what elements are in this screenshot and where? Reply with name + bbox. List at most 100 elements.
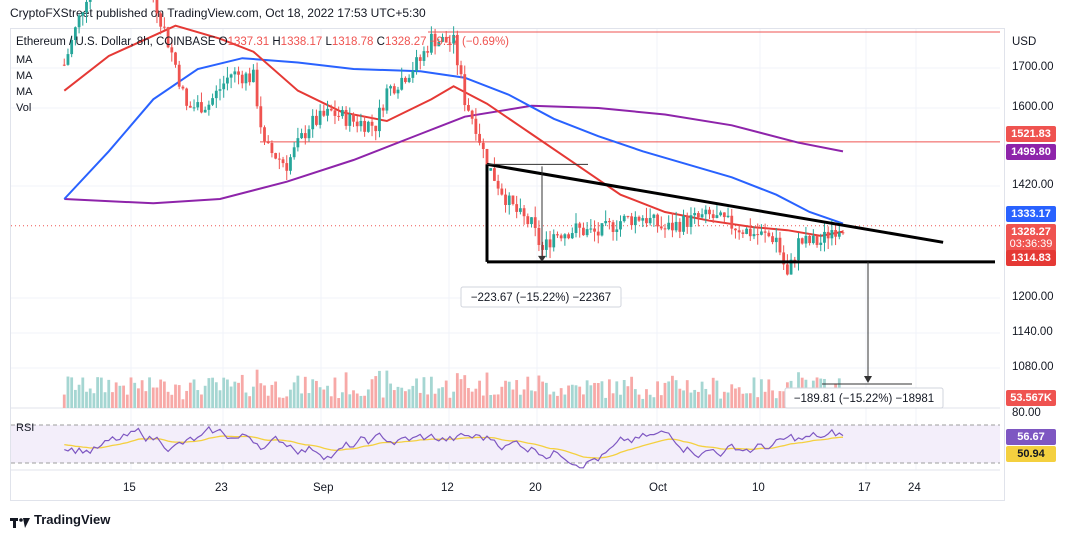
volume-bar-1 <box>66 376 70 408</box>
candle-body-106 <box>455 34 459 66</box>
annotation-box-0 <box>460 286 622 308</box>
volume-bar-99 <box>429 376 433 408</box>
volume-bar-27 <box>162 381 166 408</box>
candle-body-202 <box>811 235 815 244</box>
volume-bar-78 <box>352 390 355 408</box>
candle-body-58 <box>277 158 281 160</box>
volume-bar-56 <box>270 384 274 408</box>
candle-body-115 <box>489 168 493 171</box>
volume-bar-23 <box>148 377 151 408</box>
volume-bar-63 <box>296 375 300 408</box>
volume-bar-10 <box>99 377 103 408</box>
candle-body-36 <box>196 102 200 108</box>
candle-body-35 <box>192 107 196 109</box>
candle-body-122 <box>515 204 519 212</box>
volume-bar-100 <box>433 393 437 408</box>
candle-body-87 <box>385 88 389 111</box>
time-tick-4: 20 <box>529 482 542 494</box>
volume-bar-75 <box>340 392 344 408</box>
candle-body-121 <box>511 195 515 205</box>
volume-bar-117 <box>496 394 500 408</box>
volume-bar-170 <box>693 389 697 408</box>
candle-body-166 <box>678 221 682 232</box>
volume-bar-167 <box>682 390 685 408</box>
volume-bar-164 <box>671 375 674 408</box>
volume-bar-11 <box>103 392 107 408</box>
candle-body-116 <box>493 168 496 181</box>
candle-body-1 <box>66 54 70 65</box>
candle-body-44 <box>226 77 229 84</box>
candle-body-129 <box>541 245 545 250</box>
candle-body-193 <box>778 237 782 253</box>
candle-body-192 <box>774 237 778 243</box>
volume-bar-114 <box>485 372 489 408</box>
volume-bar-74 <box>337 398 341 408</box>
volume-bar-179 <box>726 392 730 408</box>
volume-bar-191 <box>771 390 774 408</box>
volume-bar-192 <box>774 398 778 408</box>
volume-bar-122 <box>515 380 519 408</box>
candle-body-110 <box>470 110 474 119</box>
candle-body-156 <box>641 218 645 221</box>
volume-bar-67 <box>311 379 315 408</box>
volume-bar-61 <box>289 389 292 408</box>
volume-bar-110 <box>470 391 474 408</box>
candle-body-74 <box>337 115 341 117</box>
candle-body-184 <box>745 228 748 234</box>
chart-frame <box>10 28 1005 501</box>
candle-body-183 <box>741 232 745 234</box>
indicator-vol[interactable]: Vol <box>16 102 32 114</box>
volume-bar-41 <box>214 382 218 408</box>
volume-bar-138 <box>574 385 578 408</box>
candle-body-182 <box>737 230 741 233</box>
candle-body-102 <box>441 36 444 42</box>
price-tick-4: 1140.00 <box>1012 326 1053 338</box>
candle-body-43 <box>222 83 226 90</box>
candle-body-28 <box>166 27 170 48</box>
candle-body-99 <box>429 33 433 53</box>
candle-body-119 <box>504 194 507 205</box>
tradingview-logo[interactable]: TradingView <box>10 512 110 528</box>
candle-body-101 <box>437 41 441 47</box>
volume-bar-139 <box>578 386 582 408</box>
time-tick-6: 10 <box>752 482 765 494</box>
candle-body-108 <box>463 74 467 106</box>
indicator-ma-1[interactable]: MA <box>16 54 33 66</box>
candle-body-38 <box>203 109 207 113</box>
volume-bar-174 <box>708 394 711 408</box>
indicator-rsi[interactable]: RSI <box>16 422 35 434</box>
volume-bar-83 <box>370 379 374 408</box>
indicator-ma-2[interactable]: MA <box>16 70 33 82</box>
candle-body-61 <box>289 157 292 171</box>
candle-body-67 <box>311 115 315 130</box>
candle-body-180 <box>730 215 734 229</box>
volume-bar-145 <box>600 381 604 408</box>
candle-body-161 <box>659 226 663 229</box>
candle-body-162 <box>663 228 667 230</box>
volume-bar-17 <box>125 394 129 408</box>
candle-body-104 <box>448 42 452 44</box>
indicator-ma-3[interactable]: MA <box>16 86 33 98</box>
volume-bar-16 <box>122 385 125 408</box>
volume-bar-22 <box>144 391 148 408</box>
ma-purple-line <box>64 104 844 205</box>
candle-body-55 <box>266 141 270 144</box>
volume-bar-133 <box>556 395 559 408</box>
candle-body-169 <box>689 215 693 227</box>
candle-body-139 <box>578 223 582 228</box>
candle-body-150 <box>619 221 622 230</box>
candle-body-60 <box>285 163 289 171</box>
volume-bar-186 <box>752 377 756 408</box>
volume-bar-7 <box>88 388 92 408</box>
volume-bar-60 <box>285 396 289 408</box>
candle-body-126 <box>530 217 533 225</box>
volume-bar-189 <box>763 391 767 408</box>
candle-body-178 <box>722 212 726 218</box>
volume-bar-35 <box>192 379 196 408</box>
candle-body-111 <box>474 118 478 134</box>
volume-bar-24 <box>151 387 155 408</box>
candle-body-153 <box>630 216 634 226</box>
candle-body-69 <box>318 110 322 125</box>
volume-bar-137 <box>570 384 574 408</box>
